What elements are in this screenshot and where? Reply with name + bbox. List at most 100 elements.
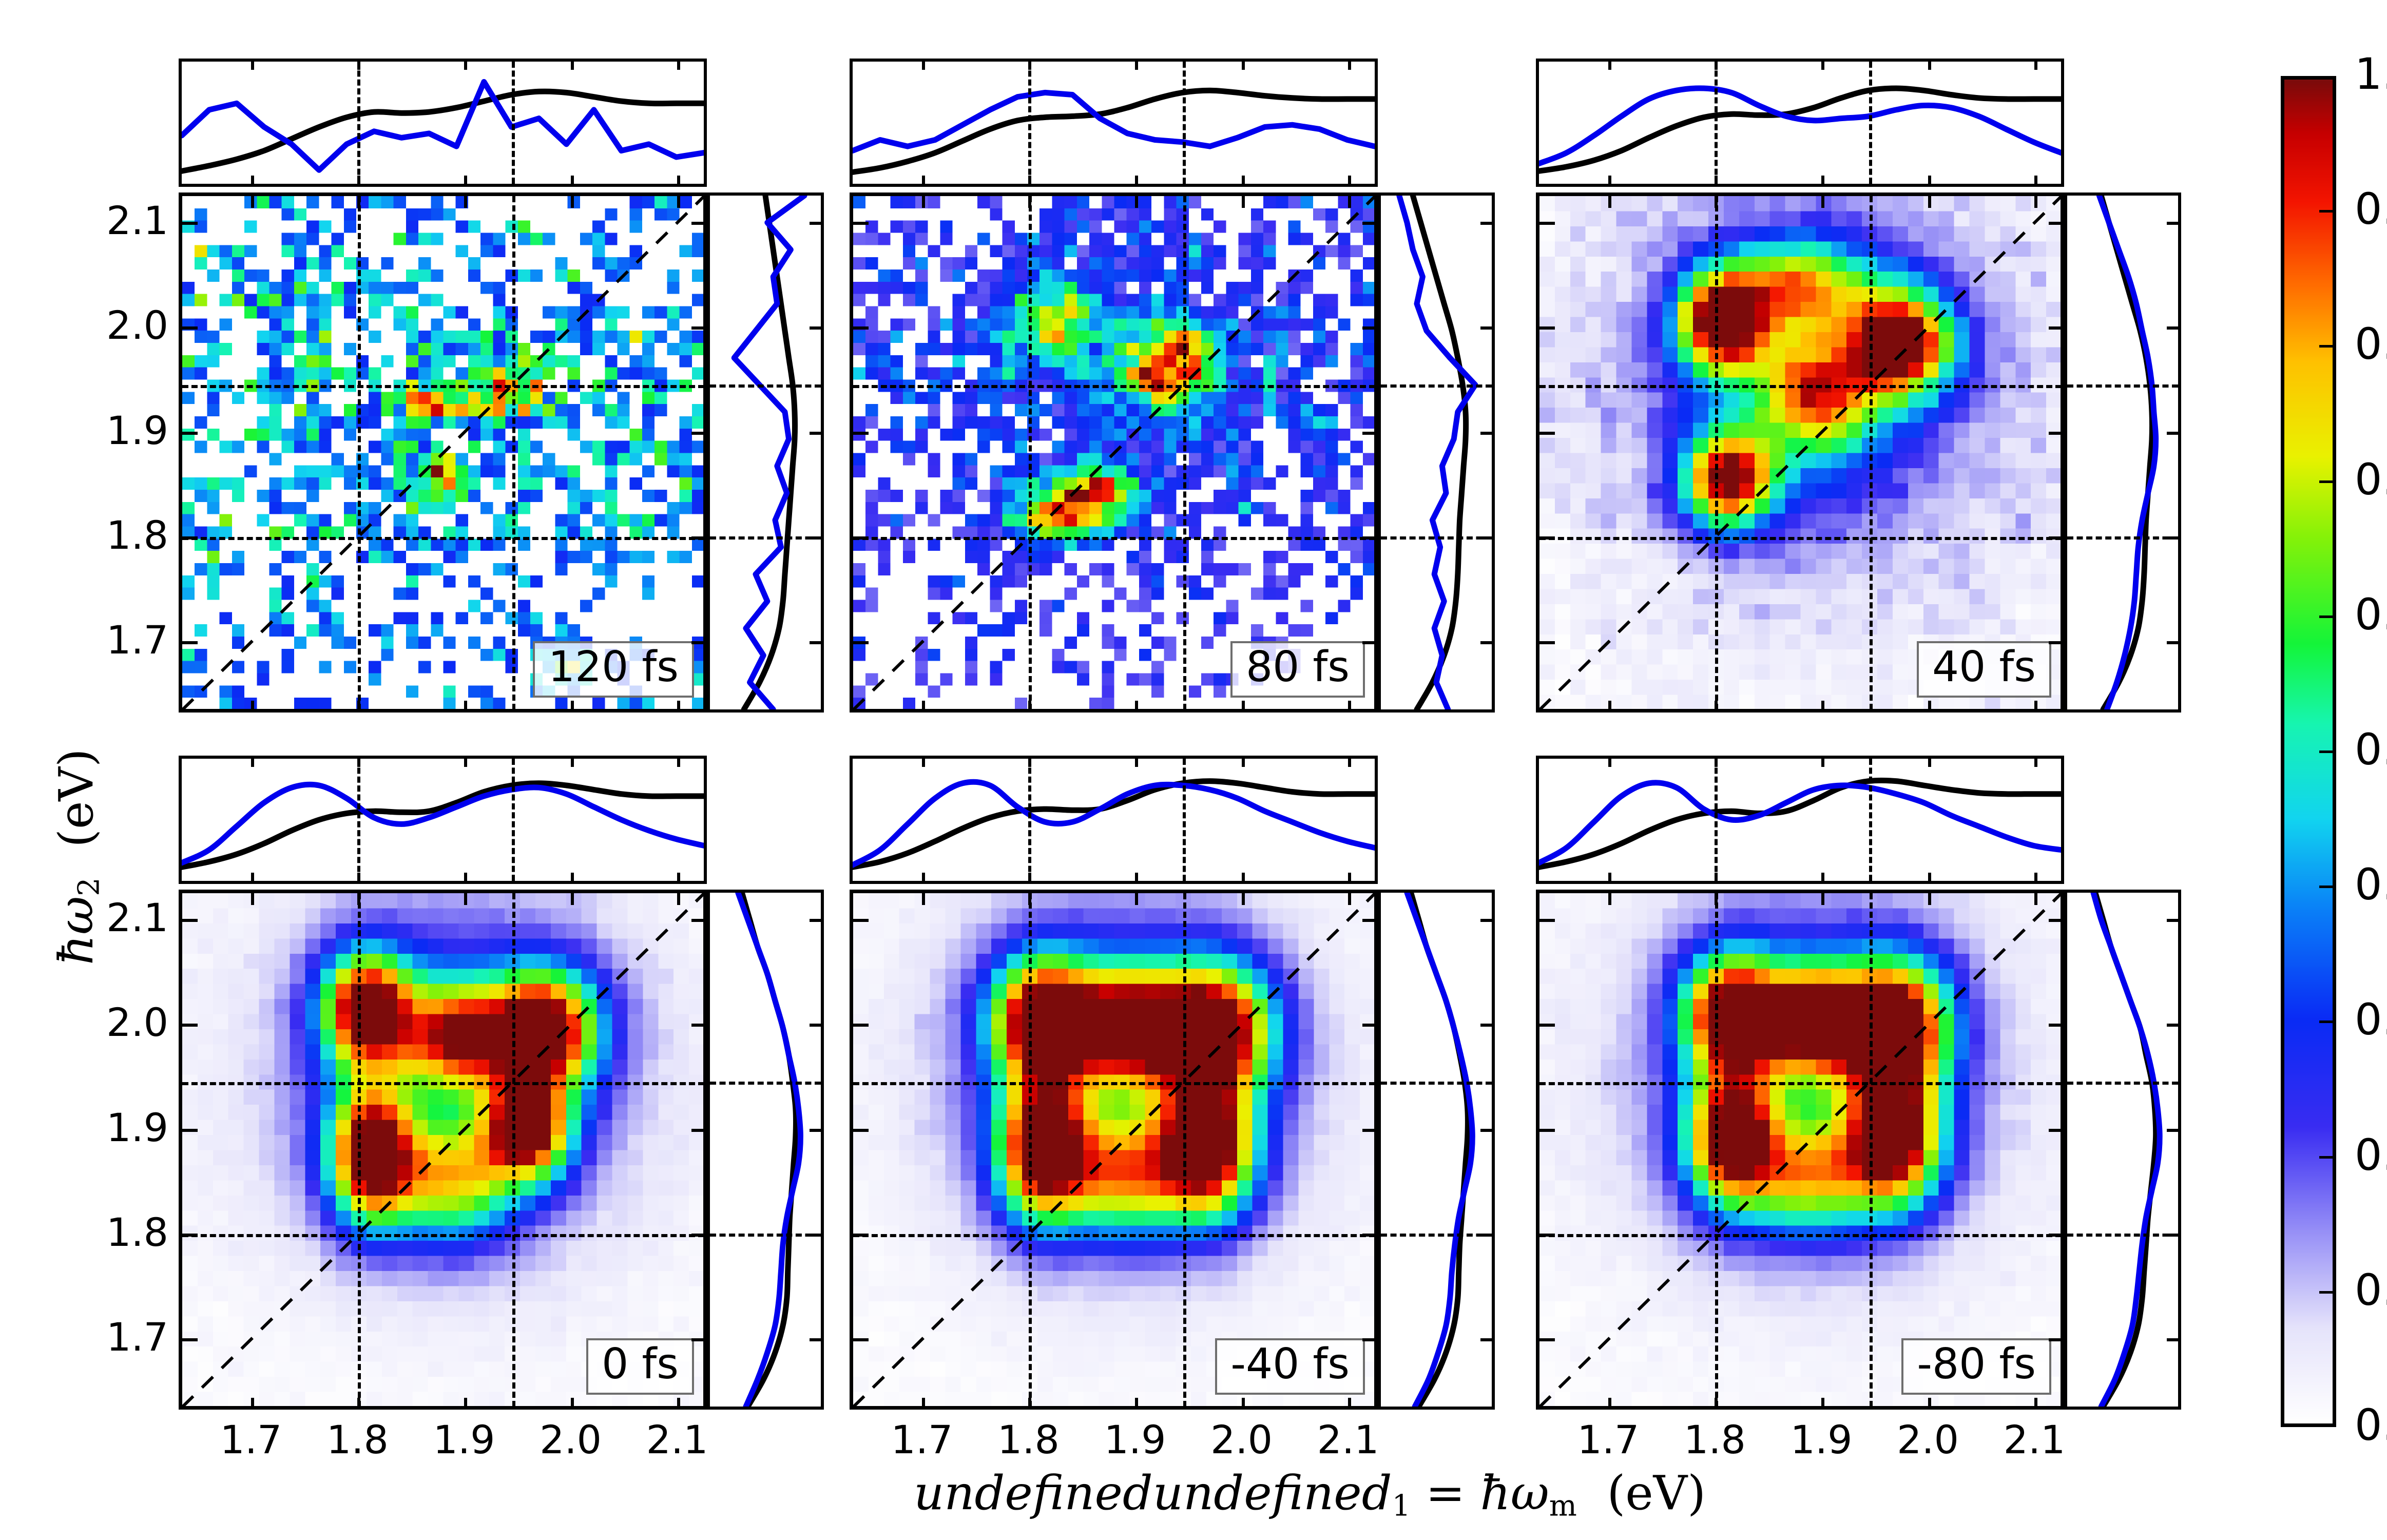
colorbar-tick — [2319, 1291, 2333, 1294]
xtick — [1715, 196, 1718, 208]
heatmap-image-p40 — [1539, 196, 2061, 709]
right-marginal-ytick — [810, 431, 824, 435]
xtick — [1135, 1398, 1138, 1410]
xtick — [677, 1398, 681, 1410]
top-marginal-xtick — [1135, 59, 1138, 70]
right-marginal-ytick — [2167, 326, 2181, 330]
heatmap-axes-p40[interactable]: 40 fs — [1536, 192, 2064, 713]
heatmap-image-pm40 — [853, 893, 1374, 1406]
top-marginal-curves-p40 — [1539, 62, 2061, 184]
ytick — [1362, 1024, 1378, 1027]
top-marginal-axes-p120 — [179, 59, 707, 187]
guide-line-horizontal — [2067, 384, 2178, 388]
y-tick-label: 2.1 — [106, 198, 168, 244]
ytick — [182, 1233, 198, 1237]
xtick — [1821, 196, 1824, 208]
ytick — [182, 222, 198, 225]
ytick — [853, 1024, 869, 1027]
ytick — [2049, 1128, 2064, 1132]
y-tick-label: 1.9 — [106, 407, 168, 453]
top-marginal-curves-p120 — [182, 62, 704, 184]
xtick — [2034, 196, 2038, 208]
right-marginal-ytick — [1480, 326, 1495, 330]
colorbar-tick-label: 1.0 — [2355, 49, 2387, 99]
colorbar-tick-label: 0.3 — [2355, 994, 2387, 1045]
colorbar-tick — [2319, 480, 2333, 483]
ytick — [691, 222, 707, 225]
xtick — [1715, 1398, 1718, 1410]
heatmap-axes-p80[interactable]: 80 fs — [850, 192, 1378, 713]
top-marginal-xtick — [1348, 176, 1352, 187]
top-marginal-axes-p40 — [1536, 59, 2064, 187]
ytick — [182, 1338, 198, 1342]
time-delay-badge-p40: 40 fs — [1917, 641, 2051, 698]
heatmap-axes-pm80[interactable]: -80 fs — [1536, 890, 2064, 1410]
colorbar-tick-label: 0.5 — [2355, 724, 2387, 775]
right-marginal-ytick — [810, 222, 824, 225]
xtick — [1241, 893, 1245, 905]
ytick — [1539, 536, 1555, 540]
top-marginal-xtick — [1135, 873, 1138, 884]
colorbar-tick-label: 0.6 — [2355, 589, 2387, 640]
xtick — [1928, 701, 1931, 713]
colorbar-tick-label: 0.7 — [2355, 454, 2387, 505]
xtick — [1028, 893, 1032, 905]
xtick — [251, 701, 254, 713]
top-marginal-xtick — [1348, 873, 1352, 884]
guide-line-vertical — [1715, 893, 1719, 1406]
xtick — [921, 701, 925, 713]
xtick — [1135, 893, 1138, 905]
guide-line-horizontal — [710, 1233, 821, 1237]
guide-line-vertical — [512, 759, 515, 881]
right-marginal-axes-p120 — [707, 192, 824, 713]
ytick — [691, 919, 707, 922]
ytick — [182, 641, 198, 645]
y-tick-label: 1.8 — [106, 512, 168, 558]
guide-line-vertical — [1869, 62, 1873, 184]
ytick — [853, 641, 869, 645]
top-marginal-xtick — [1821, 873, 1824, 884]
ytick — [2049, 1338, 2064, 1342]
guide-line-vertical — [1028, 62, 1032, 184]
top-marginal-xtick — [1928, 873, 1931, 884]
time-delay-badge-p80: 80 fs — [1230, 641, 1365, 698]
x-axis-title: undefinedundefined1 = ħωm (eV) — [914, 1466, 1706, 1523]
y-tick-label: 2.0 — [106, 302, 168, 349]
top-marginal-xtick — [1821, 176, 1824, 187]
xtick — [1608, 701, 1611, 713]
right-marginal-ytick — [2167, 919, 2181, 922]
right-marginal-ytick — [2167, 431, 2181, 435]
right-marginal-ytick — [2167, 1338, 2181, 1342]
top-marginal-xtick — [677, 59, 681, 70]
xtick — [1928, 893, 1931, 905]
ytick — [1539, 1128, 1555, 1132]
xtick — [1348, 1398, 1352, 1410]
colorbar-tick — [2319, 1156, 2333, 1159]
colorbar-tick — [2319, 210, 2333, 213]
top-marginal-xtick — [1928, 59, 1931, 70]
xtick — [570, 196, 574, 208]
heatmap-axes-pm40[interactable]: -40 fs — [850, 890, 1378, 1410]
right-marginal-ytick — [1480, 1024, 1495, 1027]
ytick — [853, 919, 869, 922]
ytick — [853, 431, 869, 435]
colorbar-tick-label: 0.9 — [2355, 184, 2387, 235]
colorbar[interactable] — [2281, 76, 2336, 1427]
right-marginal-axes-p0 — [707, 890, 824, 1410]
right-marginal-curves-pm80 — [2067, 893, 2178, 1407]
top-marginal-xtick — [251, 756, 254, 767]
ytick — [182, 536, 198, 540]
right-marginal-axes-pm80 — [2064, 890, 2181, 1410]
guide-line-horizontal — [1381, 536, 1492, 540]
ytick — [2049, 1233, 2064, 1237]
top-marginal-xtick — [1135, 756, 1138, 767]
top-marginal-xtick — [921, 59, 925, 70]
ytick — [2049, 326, 2064, 330]
guide-line-horizontal — [1381, 1081, 1492, 1085]
guide-line-vertical — [1029, 196, 1032, 709]
guide-line-vertical — [512, 196, 516, 709]
top-marginal-xtick — [464, 176, 467, 187]
heatmap-axes-p0[interactable]: 0 fs — [179, 890, 707, 1410]
heatmap-axes-p120[interactable]: 120 fs — [179, 192, 707, 713]
x-tick-label: 2.0 — [1210, 1417, 1273, 1462]
